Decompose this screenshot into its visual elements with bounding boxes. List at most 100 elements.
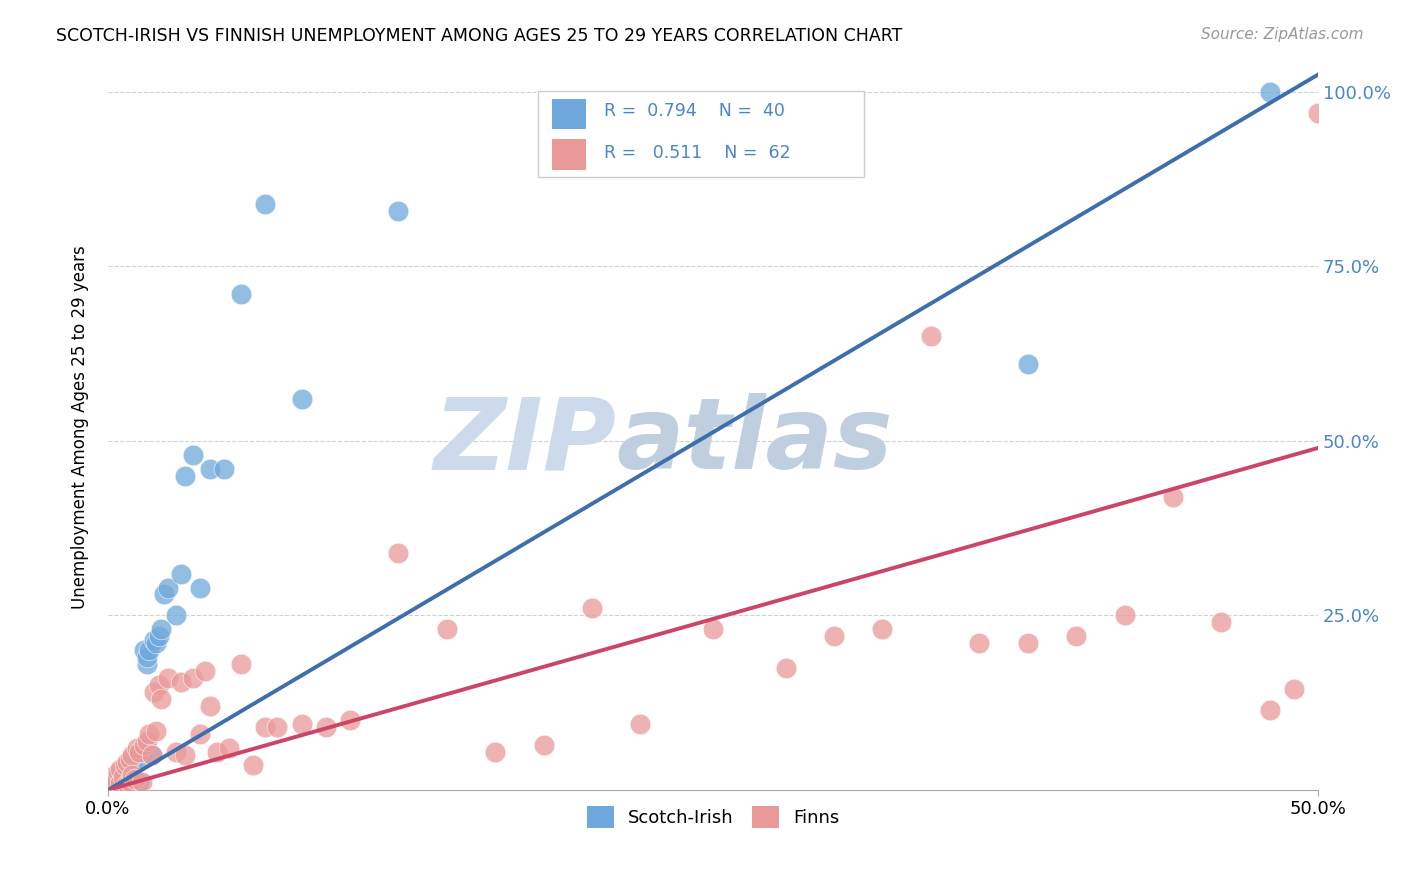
Point	[134, 738, 156, 752]
Point	[111, 770, 134, 784]
Point	[212, 462, 235, 476]
Point	[121, 747, 143, 762]
Point	[702, 623, 724, 637]
Point	[387, 203, 409, 218]
Point	[135, 734, 157, 748]
Point	[118, 774, 141, 789]
Point	[1258, 85, 1281, 99]
Text: R =  0.794    N =  40: R = 0.794 N = 40	[605, 103, 785, 120]
Point	[135, 650, 157, 665]
Point	[181, 448, 204, 462]
FancyBboxPatch shape	[537, 91, 865, 177]
Point	[229, 287, 252, 301]
Point	[104, 777, 127, 791]
Point	[157, 581, 180, 595]
Point	[118, 762, 141, 776]
Point	[1064, 629, 1087, 643]
Point	[169, 566, 191, 581]
Point	[436, 623, 458, 637]
Point	[1211, 615, 1233, 630]
Text: R =   0.511    N =  62: R = 0.511 N = 62	[605, 144, 790, 161]
Point	[148, 678, 170, 692]
Point	[198, 462, 221, 476]
Point	[1161, 490, 1184, 504]
Point	[121, 767, 143, 781]
Point	[101, 776, 124, 790]
Point	[872, 623, 894, 637]
Point	[117, 755, 139, 769]
Point	[1308, 106, 1330, 120]
Point	[111, 769, 134, 783]
Point	[131, 745, 153, 759]
Point	[121, 767, 143, 781]
Point	[117, 770, 139, 784]
Point	[291, 392, 314, 406]
Point	[1017, 357, 1039, 371]
Point	[143, 685, 166, 699]
Text: SCOTCH-IRISH VS FINNISH UNEMPLOYMENT AMONG AGES 25 TO 29 YEARS CORRELATION CHART: SCOTCH-IRISH VS FINNISH UNEMPLOYMENT AMO…	[56, 27, 903, 45]
Point	[108, 762, 131, 776]
Point	[145, 636, 167, 650]
Text: Source: ZipAtlas.com: Source: ZipAtlas.com	[1201, 27, 1364, 42]
Bar	[553, 99, 586, 129]
Point	[152, 587, 174, 601]
Point	[143, 632, 166, 647]
Point	[141, 747, 163, 762]
Point	[107, 765, 129, 780]
Point	[104, 772, 127, 787]
Point	[630, 716, 652, 731]
Point	[339, 713, 361, 727]
Point	[266, 720, 288, 734]
Point	[138, 727, 160, 741]
Point	[198, 699, 221, 714]
Point	[117, 777, 139, 791]
Text: ZIP: ZIP	[433, 393, 616, 490]
Point	[188, 727, 211, 741]
Point	[128, 774, 150, 789]
Point	[138, 643, 160, 657]
Point	[114, 758, 136, 772]
Point	[174, 747, 197, 762]
Point	[169, 674, 191, 689]
Point	[125, 741, 148, 756]
Point	[114, 765, 136, 780]
Point	[141, 747, 163, 762]
Point	[581, 601, 603, 615]
Point	[1114, 608, 1136, 623]
Point	[101, 769, 124, 783]
Point	[125, 755, 148, 769]
Point	[135, 657, 157, 672]
Point	[165, 745, 187, 759]
Point	[387, 546, 409, 560]
Point	[254, 720, 277, 734]
Point	[128, 745, 150, 759]
Point	[775, 661, 797, 675]
Point	[150, 623, 173, 637]
Point	[118, 751, 141, 765]
Point	[242, 758, 264, 772]
Point	[194, 665, 217, 679]
Point	[218, 741, 240, 756]
Point	[145, 723, 167, 738]
Bar	[553, 139, 586, 169]
Point	[165, 608, 187, 623]
Point	[108, 772, 131, 787]
Point	[111, 776, 134, 790]
Point	[124, 772, 146, 787]
Point	[205, 745, 228, 759]
Point	[1282, 681, 1305, 696]
Point	[181, 671, 204, 685]
Point	[920, 329, 942, 343]
Point	[823, 629, 845, 643]
Point	[484, 745, 506, 759]
Point	[117, 777, 139, 791]
Point	[134, 643, 156, 657]
Point	[533, 738, 555, 752]
Point	[108, 776, 131, 790]
Point	[1017, 636, 1039, 650]
Point	[969, 636, 991, 650]
Point	[124, 772, 146, 787]
Point	[121, 758, 143, 772]
Point	[174, 468, 197, 483]
Point	[148, 629, 170, 643]
